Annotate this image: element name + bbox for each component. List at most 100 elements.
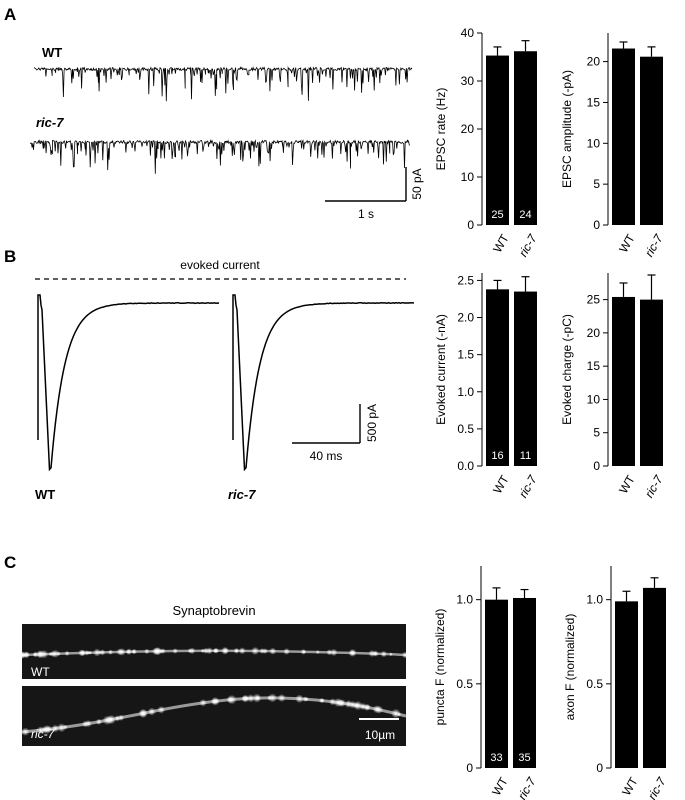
punctum <box>329 698 337 706</box>
panel-a-scale-bar <box>325 167 407 202</box>
punctum <box>187 648 193 654</box>
y-axis-title: Evoked current (-nA) <box>434 314 448 425</box>
x-tick-label: WT <box>490 472 512 496</box>
y-tick-label: 40 <box>461 26 475 40</box>
punctum <box>93 648 102 657</box>
punctum <box>375 705 384 714</box>
micrograph-wt-label: WT <box>31 665 50 679</box>
punctum <box>21 727 30 736</box>
y-tick-label: 1.5 <box>457 348 474 362</box>
micrograph-ric7 <box>22 686 406 746</box>
punctum <box>63 724 68 730</box>
punctum <box>95 718 102 725</box>
y-tick-label: 0.5 <box>456 677 473 691</box>
punctum <box>234 648 239 653</box>
bar-WT <box>612 48 635 225</box>
punctum <box>64 650 70 657</box>
punctum <box>99 649 106 656</box>
punctum <box>200 648 205 653</box>
y-tick-label: 0 <box>593 459 600 473</box>
punctum <box>107 649 114 655</box>
bar-WT <box>486 55 509 226</box>
epsc-trace-ric7 <box>29 139 410 174</box>
y-tick-label: 20 <box>587 55 601 69</box>
x-tick-label: WT <box>489 774 511 798</box>
y-axis-title: EPSC amplitude (-pA) <box>560 70 574 188</box>
punctum <box>51 649 60 658</box>
punctum <box>221 646 229 655</box>
punctum <box>23 651 30 659</box>
punctum <box>131 648 138 655</box>
y-tick-label: 1.0 <box>586 593 603 607</box>
x-tick-label: ric-7 <box>642 472 666 500</box>
panel-a-current-scale-label: 50 pA <box>410 168 424 199</box>
n-label: 24 <box>519 209 531 221</box>
micrograph-scale-label: 10µm <box>365 728 395 742</box>
bar-WT <box>485 599 508 768</box>
punctum <box>304 696 309 702</box>
punctum <box>78 649 86 657</box>
bar-ric-7 <box>514 291 537 466</box>
y-tick-label: 0 <box>593 218 600 232</box>
panel-b-wt-label: WT <box>35 487 55 502</box>
chart-evoked-current: 0.0 0.5 1.0 1.5 2.0 2.5 Evoked current (-nA) 16… <box>434 273 540 500</box>
y-tick-label: 30 <box>461 74 475 88</box>
x-tick-label: ric-7 <box>642 231 666 259</box>
puncta-ric7 <box>21 693 402 736</box>
punctum <box>267 695 273 701</box>
punctum <box>277 694 286 702</box>
punctum <box>211 696 220 706</box>
x-tick-label: WT <box>490 231 512 255</box>
punctum <box>283 648 290 655</box>
x-tick-label: ric-7 <box>516 231 540 259</box>
n-label: 33 <box>490 752 502 764</box>
y-axis-title: Evoked charge (-pC) <box>560 314 574 425</box>
punctum <box>380 650 388 658</box>
y-tick-label: 10 <box>587 392 601 406</box>
punctum <box>244 696 250 701</box>
panel-b-current-scale-label: 500 pA <box>365 404 379 442</box>
y-axis-title: axon F (normalized) <box>563 614 577 721</box>
punctum <box>116 648 124 656</box>
x-tick-label: WT <box>616 231 638 255</box>
y-tick-label: 2.5 <box>457 273 474 287</box>
punctum <box>320 698 325 703</box>
n-label: 11 <box>520 450 531 462</box>
punctum <box>300 648 307 655</box>
panel-a-wt-label: WT <box>42 45 62 60</box>
bar-WT <box>486 289 509 466</box>
x-tick-label: ric-7 <box>645 774 669 800</box>
punctum <box>348 700 357 709</box>
punctum <box>227 694 237 705</box>
punctum <box>153 647 162 656</box>
y-tick-label: 0.5 <box>586 677 603 691</box>
y-tick-label: 2.0 <box>457 311 474 325</box>
punctum <box>32 652 38 657</box>
y-tick-label: 20 <box>587 326 601 340</box>
y-tick-label: 10 <box>587 136 601 150</box>
panel-b-scale-bar <box>292 404 361 444</box>
y-tick-label: 0.0 <box>457 459 474 473</box>
panel-c-letter: C <box>4 553 16 572</box>
evoked-trace-ric7 <box>232 294 414 472</box>
punctum <box>326 649 333 656</box>
chart-axon-f: 0 0.5 1.0 axon F (normalized) WT ric-7 <box>563 566 669 800</box>
punctum <box>391 708 401 719</box>
punctum <box>315 650 320 655</box>
x-tick-label: ric-7 <box>515 774 539 800</box>
punctum <box>368 649 376 658</box>
chart-evoked-charge: 0 5 10 15 20 25 Evoked charge (-pC) WT ric-7 <box>560 273 666 500</box>
y-tick-label: 0 <box>596 761 603 775</box>
punctum <box>87 650 93 655</box>
chart-epsc-rate: 0 10 20 30 40 EPSC rate (Hz) 25 WT 24 ric-7 <box>434 26 540 259</box>
x-tick-label: ric-7 <box>516 472 540 500</box>
evoked-trace-wt <box>37 294 220 472</box>
bar-ric-7 <box>513 597 536 768</box>
punctum <box>199 699 207 707</box>
panel-b-ric7-label: ric-7 <box>228 487 256 502</box>
panel-a-time-scale-label: 1 s <box>358 207 374 221</box>
n-label: 25 <box>491 209 503 221</box>
bar-ric-7 <box>643 587 666 768</box>
punctum <box>205 647 213 655</box>
